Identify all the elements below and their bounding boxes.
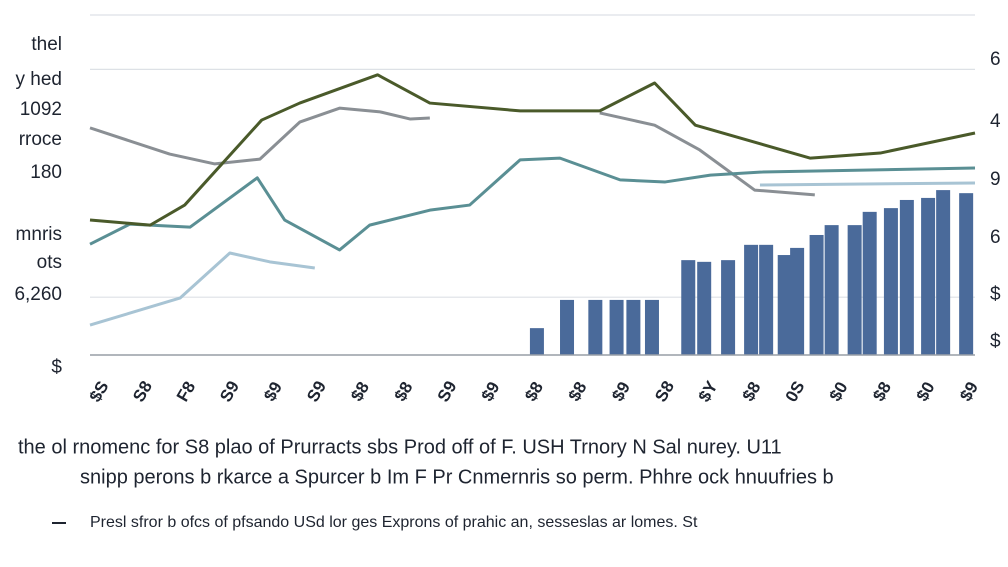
x-tick-label: $8 [869, 379, 895, 405]
right-label: 6 [990, 49, 1001, 70]
bar [529, 328, 544, 355]
x-tick-label: S9 [216, 378, 243, 406]
x-tick-label: $8 [521, 379, 547, 405]
left-label: y hed [16, 69, 62, 90]
bar [847, 225, 862, 355]
x-tick-label: $S [86, 378, 113, 406]
left-label: 180 [30, 162, 62, 183]
bar [921, 197, 936, 355]
x-tick-label: $8 [565, 379, 591, 405]
right-label: $ [990, 284, 1001, 305]
bar [824, 225, 839, 355]
bar [744, 244, 759, 355]
bar [936, 190, 951, 355]
bar [644, 299, 659, 355]
x-tick-label: $8 [391, 379, 417, 405]
line-series [89, 73, 976, 227]
x-tick-label: $Y [695, 377, 722, 405]
line-series [89, 251, 315, 327]
caption-line: the ol rnomenc for S8 plao of Prurracts … [18, 436, 782, 458]
x-tick-label: $8 [739, 379, 765, 405]
right-label: $ [990, 331, 1001, 352]
x-tick-label: $9 [608, 379, 634, 405]
x-tick-label: 0S [782, 378, 809, 406]
bar [899, 199, 914, 355]
x-tick-label: S9 [303, 378, 330, 406]
line-series [89, 106, 430, 166]
right-label: 4 [990, 111, 1001, 132]
line-series [599, 111, 815, 197]
x-tick-label: $8 [347, 379, 373, 405]
caption-line: snipp perons b rkarce a Spurcer b Im F P… [80, 466, 834, 488]
x-tick-label: $9 [956, 379, 982, 405]
x-tick-label: S9 [434, 378, 461, 406]
bar [777, 255, 792, 355]
bar [759, 244, 774, 355]
bar [681, 260, 696, 355]
left-label: thel [31, 34, 62, 55]
bar [790, 247, 805, 355]
bar [697, 261, 712, 355]
note: Presl sfror b ofcs of pfsando USd lor ge… [90, 514, 698, 531]
x-tick-label: S8 [651, 378, 678, 406]
left-label: 6,260 [14, 284, 62, 305]
bar [862, 211, 877, 355]
x-tick-label: $9 [260, 379, 286, 405]
x-tick-label: S8 [129, 378, 156, 406]
right-label: 9 [990, 169, 1001, 190]
left-label: ots [37, 252, 62, 273]
line-series [759, 181, 976, 187]
x-tick-label: $0 [913, 379, 939, 405]
left-label: 1092 [20, 99, 62, 120]
bar [959, 193, 974, 355]
bar [626, 299, 641, 355]
left-label: $ [51, 357, 62, 378]
left-label: mnris [16, 224, 62, 245]
x-tick-label: F8 [173, 378, 199, 405]
line-series [89, 156, 976, 252]
bar [560, 299, 575, 355]
right-label: 6 [990, 227, 1001, 248]
bar [883, 208, 898, 355]
bar [809, 234, 824, 355]
bar [588, 299, 603, 355]
left-label: rroce [19, 129, 62, 150]
bar [721, 260, 736, 355]
bar [609, 299, 624, 355]
x-tick-label: $9 [478, 379, 504, 405]
x-tick-label: $0 [826, 379, 852, 405]
